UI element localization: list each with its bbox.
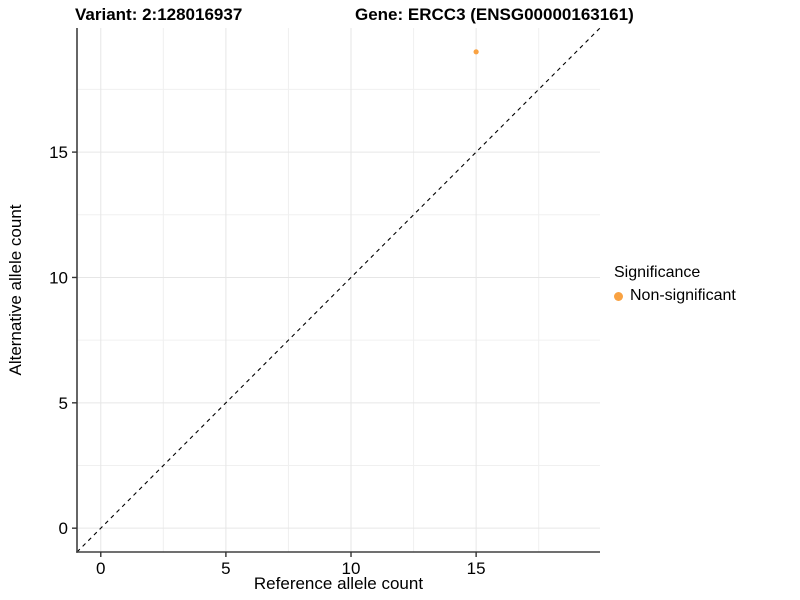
y-tick-label: 10 <box>49 268 68 287</box>
gene-title: Gene: ERCC3 (ENSG00000163161) <box>355 5 634 24</box>
y-tick-label: 5 <box>59 394 68 413</box>
legend: Significance Non-significant <box>614 264 736 305</box>
y-tick-label: 15 <box>49 143 68 162</box>
x-tick-label: 0 <box>96 559 105 578</box>
legend-item-label: Non-significant <box>630 287 736 304</box>
x-tick-label: 10 <box>342 559 361 578</box>
legend-title: Significance <box>614 264 701 281</box>
x-tick-label: 15 <box>467 559 486 578</box>
x-tick-label: 5 <box>221 559 230 578</box>
data-point <box>473 49 479 55</box>
variant-title: Variant: 2:128016937 <box>75 5 243 24</box>
y-tick-label: 0 <box>59 519 68 538</box>
identity-line <box>76 27 601 553</box>
y-axis-label: Alternative allele count <box>6 204 25 376</box>
x-axis-label: Reference allele count <box>253 574 424 593</box>
legend-point-icon <box>614 291 623 301</box>
legend-item-non-significant: Non-significant <box>614 287 736 305</box>
